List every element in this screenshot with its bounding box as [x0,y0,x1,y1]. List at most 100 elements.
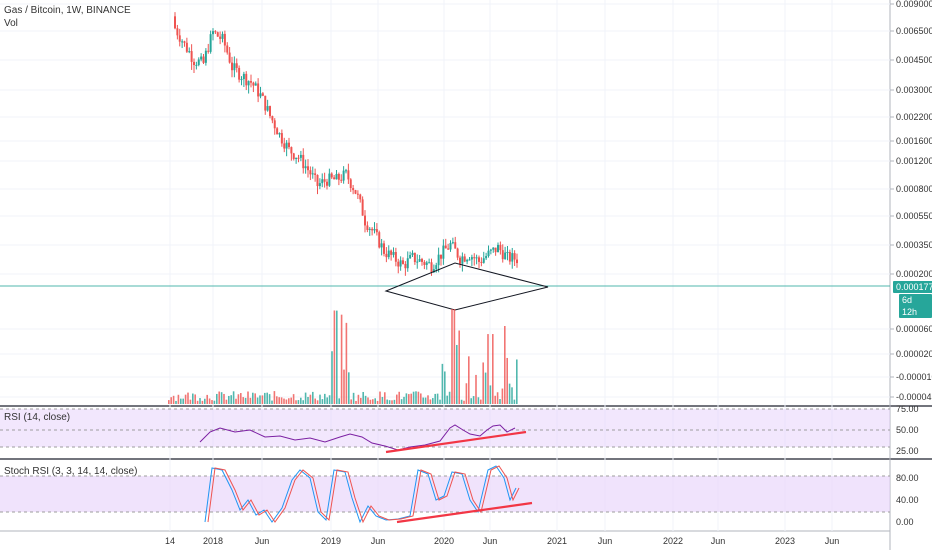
time-tick-label: Jun [483,536,498,546]
volume-bar [360,397,362,404]
candle-body [430,262,433,273]
candle-body [473,257,476,259]
candle-body [318,183,321,187]
candle-body [499,244,502,251]
candle-body [176,28,179,36]
volume-bar [492,334,494,404]
volume-bar [278,397,280,404]
candle-body [454,242,457,249]
candle-body [269,106,271,117]
candle-body [461,256,464,264]
volume-bar [304,392,307,404]
volume-bar [314,398,316,404]
volume-bar [321,399,324,404]
volume-bar [376,400,379,404]
candle-body [197,59,200,65]
candle-body [489,249,492,251]
volume-bar [225,399,228,404]
volume-bar [384,392,386,404]
volume-bar [268,394,271,404]
volume-bar [242,397,244,404]
candle-body [309,170,312,175]
stoch-tick-label: 0.00 [896,517,914,527]
volume-bar [412,391,415,404]
rsi-band [0,409,890,447]
volume-bar [451,309,453,404]
price-tick-label: -0.0000450 [896,392,932,402]
candle-body [288,142,290,148]
volume-bar [218,391,220,404]
candle-body [183,41,186,43]
volume-bar [196,400,199,404]
volume-bar [254,393,256,404]
candle-body [202,56,205,63]
volume-bar [182,398,184,404]
volume-bar [374,398,376,404]
candle-body [278,133,281,135]
volume-bar [333,310,336,404]
volume-bar [403,396,405,404]
candle-body [383,243,385,254]
candle-body [352,188,355,191]
price-tick-label: -0.0000100 [896,372,932,382]
volume-bar [216,393,218,404]
volume-bar [180,398,182,404]
volume-bar [357,394,360,404]
candle-body [456,248,459,258]
candle-body [475,257,478,259]
candle-body [397,261,400,267]
rsi-line [199,424,516,451]
candle-body [356,193,359,195]
volume-bar [453,309,456,404]
candle-body [292,153,295,160]
candle-body [371,228,374,231]
volume-bar [516,359,518,404]
volume-bar [381,396,384,404]
candle-body [330,173,333,178]
candle-body [307,166,309,171]
volume-bar [189,399,192,404]
candle-body [238,67,241,80]
candle-body [504,252,507,260]
candle-body [380,243,383,248]
countdown-badge: 6d 12h [899,294,932,318]
candle-body [304,166,307,169]
candle-body [416,261,419,263]
candle-body [314,173,317,175]
candle-body [482,258,485,263]
rsi-tick-label: 50.00 [896,425,919,435]
candle-body [368,228,371,230]
time-tick-label: 2022 [663,536,683,546]
volume-bar [328,395,331,404]
time-tick-label: Jun [825,536,840,546]
volume-bar [424,397,427,404]
volume-bar [386,399,388,404]
volume-bar [292,394,295,404]
volume-bar [172,395,175,404]
volume-bar [352,392,355,404]
volume-bar [436,393,439,404]
candle-body [440,254,442,259]
candle-body [432,269,435,273]
candle-body [385,253,388,258]
volume-bar [348,372,350,404]
volume-bar [280,397,283,404]
candle-body [321,179,324,184]
candle-body [354,190,357,194]
time-tick-label: 14 [165,536,175,546]
candle-body [212,31,214,35]
candle-body [451,242,454,244]
candle-body [335,173,338,180]
candle-body [223,33,226,46]
candle-body [273,120,276,129]
volume-bar [504,326,506,404]
volume-bar [187,392,189,404]
candle-body [347,170,350,180]
volume-bar [345,322,348,404]
candle-body [406,258,409,269]
